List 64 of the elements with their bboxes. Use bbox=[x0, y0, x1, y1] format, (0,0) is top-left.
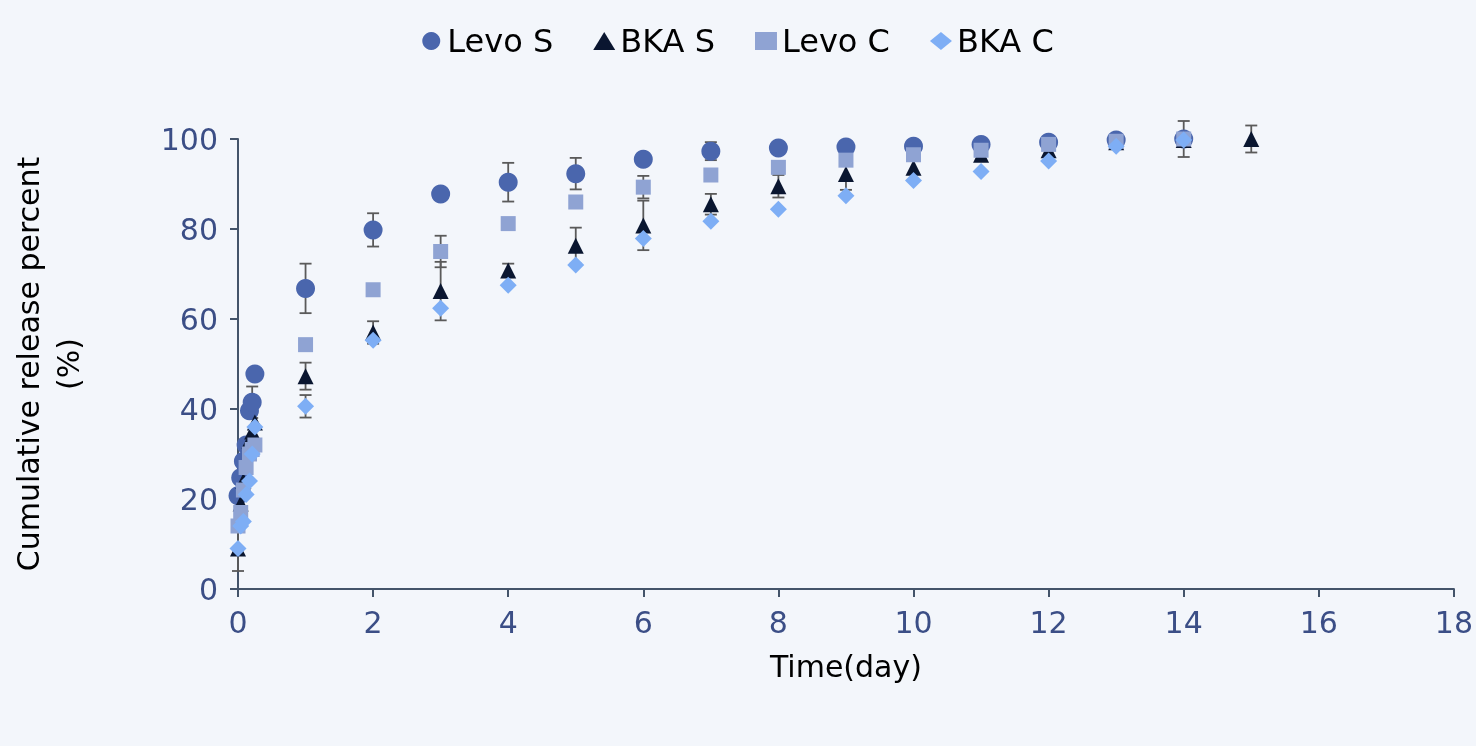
point bbox=[431, 184, 451, 204]
x-tick-label: 16 bbox=[1299, 604, 1338, 640]
y-tick-label: 20 bbox=[179, 481, 218, 517]
point bbox=[770, 159, 786, 175]
point bbox=[568, 194, 584, 210]
point bbox=[365, 282, 381, 298]
y-axis-title: Cumulative release percent (%) bbox=[10, 156, 86, 572]
point bbox=[296, 278, 316, 298]
point bbox=[1243, 131, 1260, 147]
point bbox=[768, 138, 788, 158]
point bbox=[634, 229, 652, 247]
point bbox=[769, 200, 787, 218]
point bbox=[432, 299, 450, 317]
point bbox=[240, 472, 258, 490]
point bbox=[633, 149, 653, 169]
point bbox=[702, 212, 720, 230]
point bbox=[837, 166, 854, 183]
x-tick-label: 0 bbox=[228, 604, 248, 640]
point bbox=[635, 179, 651, 195]
point bbox=[246, 418, 264, 436]
point bbox=[245, 364, 265, 384]
point bbox=[973, 142, 989, 158]
x-tick-label: 2 bbox=[363, 604, 383, 640]
y-tick-label: 40 bbox=[179, 391, 218, 427]
point bbox=[567, 256, 585, 274]
point bbox=[363, 220, 383, 240]
x-tick-label: 12 bbox=[1029, 604, 1068, 640]
point bbox=[237, 486, 255, 503]
point bbox=[499, 276, 517, 294]
x-tick-label: 14 bbox=[1164, 604, 1203, 640]
point bbox=[297, 397, 315, 415]
x-tick-label: 10 bbox=[894, 604, 933, 640]
x-tick-label: 6 bbox=[633, 604, 653, 640]
point bbox=[703, 167, 719, 183]
y-tick-label: 60 bbox=[179, 301, 218, 337]
point bbox=[432, 283, 449, 300]
x-axis-title: Time(day) bbox=[768, 648, 922, 684]
point bbox=[364, 331, 382, 349]
x-tick-label: 8 bbox=[768, 604, 788, 640]
point bbox=[567, 237, 584, 254]
point bbox=[905, 171, 923, 189]
y-tick-label: 0 bbox=[198, 571, 218, 607]
point bbox=[242, 392, 262, 412]
point bbox=[838, 152, 854, 168]
x-tick-label: 18 bbox=[1434, 604, 1474, 640]
point bbox=[770, 178, 787, 195]
legend-label: BKA C bbox=[956, 22, 1054, 60]
point bbox=[566, 164, 586, 184]
point bbox=[500, 216, 516, 232]
x-tick-label: 4 bbox=[498, 604, 518, 640]
y-tick-label: 100 bbox=[160, 121, 218, 157]
point bbox=[1040, 152, 1058, 170]
legend-label: BKA S bbox=[620, 22, 715, 60]
legend-label: Levo S bbox=[447, 22, 554, 60]
point bbox=[298, 337, 314, 353]
y-tick-label: 80 bbox=[179, 211, 218, 247]
point bbox=[498, 172, 518, 192]
point bbox=[906, 147, 922, 163]
point bbox=[297, 368, 314, 385]
point bbox=[837, 187, 855, 205]
point bbox=[433, 244, 449, 259]
legend-label: Levo C bbox=[781, 22, 890, 60]
point bbox=[972, 162, 990, 180]
point bbox=[1107, 137, 1125, 155]
